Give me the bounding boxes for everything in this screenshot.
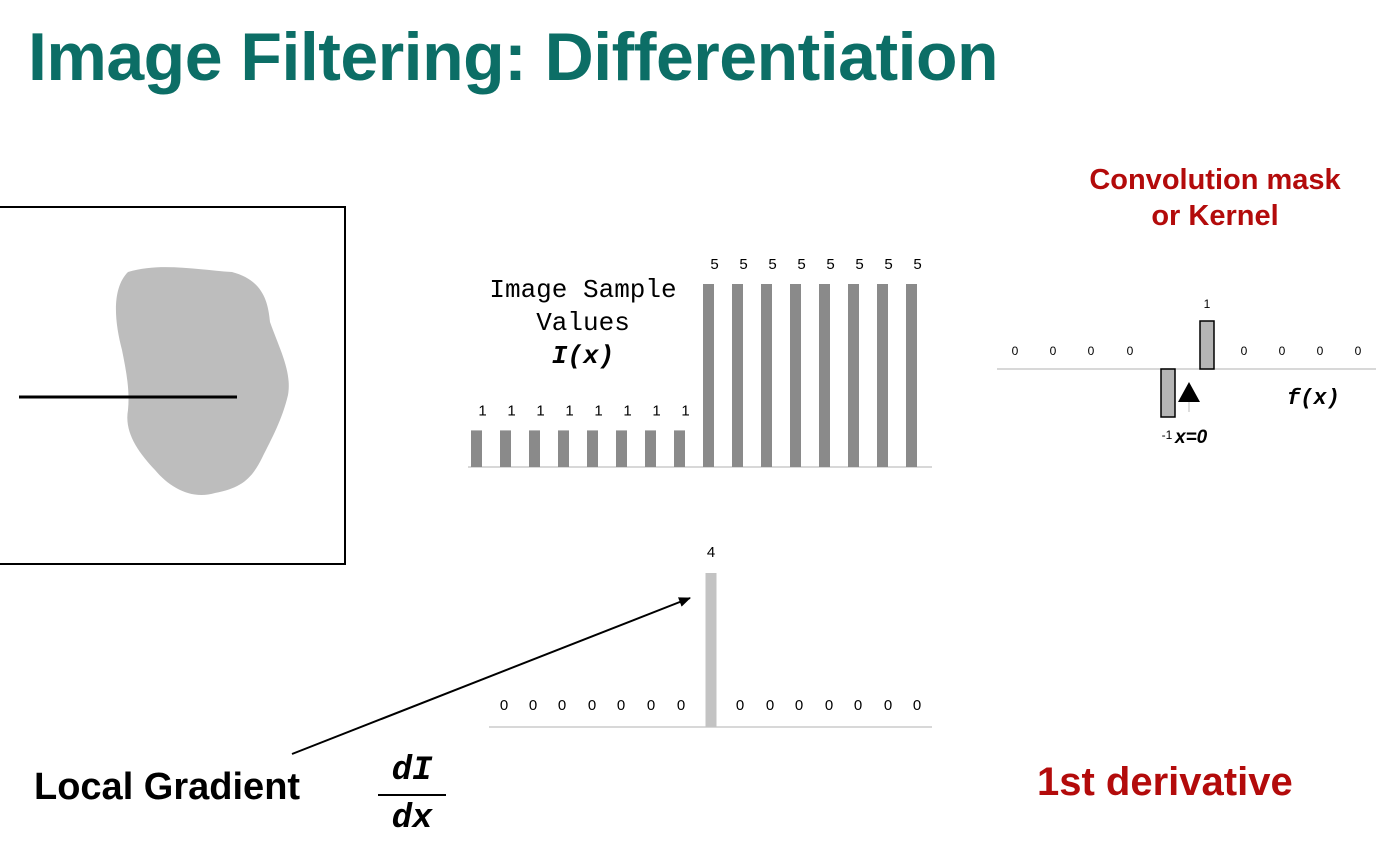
sample-value-label: 5 [710,256,718,273]
sample-value-label: 1 [681,402,689,419]
derivative-value-label: 0 [913,697,921,714]
kernel-value-label: 0 [1012,344,1019,358]
sample-bar [790,284,801,467]
local-gradient-label: Local Gradient [34,766,301,808]
derivative-value-label: 0 [766,697,774,714]
kernel-chart: 0 0 0 0 -1 1 0 0 0 0 [1012,297,1362,442]
sample-bar [674,430,685,467]
kernel-value-label: -1 [1162,428,1173,442]
sample-bar [558,430,569,467]
derivative-value-label: 0 [500,697,508,714]
sample-bar [819,284,830,467]
sample-value-label: 5 [739,256,747,273]
kernel-value-label: 0 [1279,344,1286,358]
derivative-value-label: 0 [617,697,625,714]
derivative-value-label: 0 [736,697,744,714]
sample-value-label: 1 [507,402,515,419]
slide-title: Image Filtering: Differentiation [28,19,999,95]
sample-values-label: Image Sample Values I(x) [463,274,703,373]
fraction-numerator: dI [378,752,446,796]
first-derivative-label: 1st derivative [1037,760,1293,804]
kernel-value-label: 0 [1241,344,1248,358]
derivative-value-label: 4 [707,544,715,561]
derivative-spike-bar [705,573,717,727]
sample-bar [616,430,627,467]
kernel-bar [1199,320,1215,370]
sample-value-label: 5 [826,256,834,273]
kernel-bar [1160,368,1176,418]
sample-value-label: 1 [594,402,602,419]
sample-label-line1: Image Sample [489,275,677,305]
kernel-value-label: 1 [1204,297,1211,311]
derivative-fraction: dI dx [378,752,446,838]
sample-bar [761,284,772,467]
kernel-value-label: 0 [1050,344,1057,358]
derivative-value-label: 0 [588,697,596,714]
sample-value-label: 1 [565,402,573,419]
sample-label-function: I(x) [551,341,615,371]
derivative-value-label: 0 [647,697,655,714]
kernel-heading-line2: or Kernel [1151,200,1279,232]
derivative-value-label: 0 [677,697,685,714]
sample-value-label: 5 [768,256,776,273]
derivative-value-label: 0 [825,697,833,714]
sample-bar [703,284,714,467]
derivative-value-label: 0 [884,697,892,714]
kernel-value-label: 0 [1127,344,1134,358]
kernel-origin-label: x=0 [1174,427,1208,448]
sample-bar [471,430,482,467]
gradient-arrow [291,597,691,755]
sample-bar [529,430,540,467]
derivative-value-label: 0 [795,697,803,714]
sample-bar [877,284,888,467]
sample-bar [732,284,743,467]
derivative-chart: 0 0 0 0 0 0 0 4 0 0 0 0 0 0 0 [500,544,921,727]
image-samples-chart: 1 1 1 1 1 1 1 1 5 5 5 5 5 5 5 5 [471,256,922,467]
sample-label-line2: Values [536,308,630,338]
origin-triangle-icon [1178,382,1200,402]
sample-value-label: 1 [478,402,486,419]
kernel-heading: Convolution mask or Kernel [1050,162,1378,234]
sample-value-label: 5 [797,256,805,273]
sample-value-label: 5 [855,256,863,273]
kernel-value-label: 0 [1317,344,1324,358]
kernel-function-label: f(x) [1287,386,1340,411]
sample-value-label: 5 [913,256,921,273]
derivative-value-label: 0 [558,697,566,714]
sample-bar [906,284,917,467]
kernel-heading-line1: Convolution mask [1089,164,1341,196]
image-blob [115,267,289,496]
sample-value-label: 1 [652,402,660,419]
derivative-value-label: 0 [854,697,862,714]
fraction-denominator: dx [391,800,433,838]
derivative-value-label: 0 [529,697,537,714]
sample-value-label: 1 [536,402,544,419]
sample-value-label: 5 [884,256,892,273]
kernel-value-label: 0 [1355,344,1362,358]
sample-value-label: 1 [623,402,631,419]
kernel-value-label: 0 [1088,344,1095,358]
sample-bar [848,284,859,467]
sample-bar [500,430,511,467]
sample-bar [645,430,656,467]
sample-bar [587,430,598,467]
